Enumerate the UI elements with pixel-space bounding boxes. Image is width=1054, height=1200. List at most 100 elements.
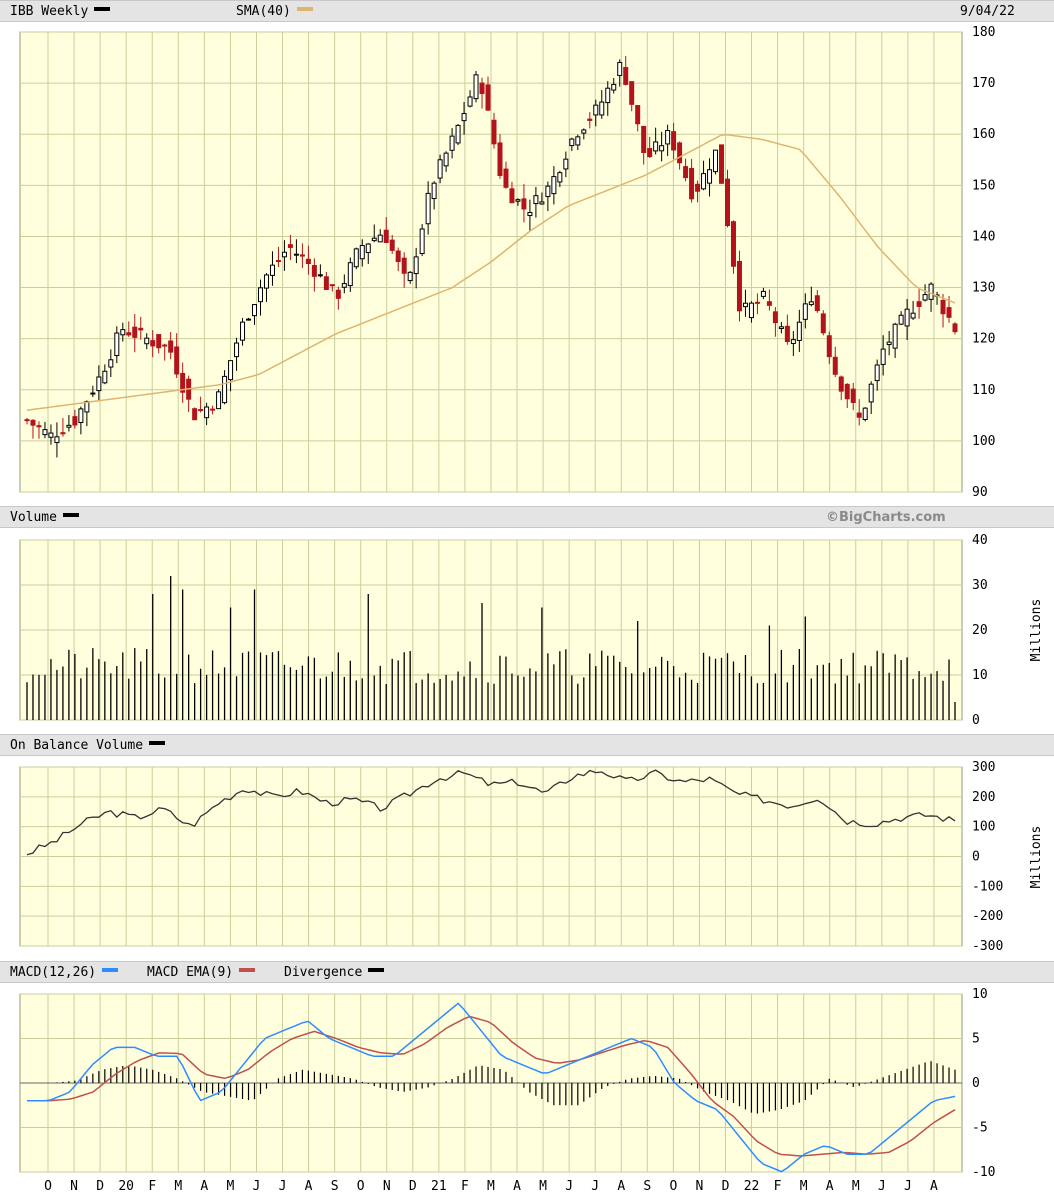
candle-body: [713, 149, 719, 173]
candle-body: [443, 152, 449, 167]
candle-body: [581, 129, 587, 134]
candle-body: [623, 67, 629, 85]
candle-body: [60, 432, 66, 435]
price-ytick-label: 150: [972, 178, 995, 193]
x-tick-label: D: [409, 1179, 417, 1194]
candle-body: [449, 135, 455, 151]
x-tick-label: J: [279, 1179, 287, 1194]
candle-body: [491, 119, 497, 145]
candle-body: [377, 234, 383, 243]
candle-body: [886, 341, 892, 346]
x-tick-label: J: [904, 1179, 912, 1194]
x-tick-label: N: [696, 1179, 704, 1194]
candle-body: [533, 195, 539, 205]
candle-body: [66, 424, 72, 428]
volume-ytick-label: 10: [972, 668, 988, 683]
candle-body: [778, 326, 784, 329]
candle-body: [347, 262, 353, 287]
x-tick-label: A: [617, 1179, 625, 1194]
x-tick-label: A: [930, 1179, 938, 1194]
obv-ytick-label: -200: [972, 909, 1003, 924]
chart-date: 9/04/22: [960, 4, 1015, 19]
obv-panel: -300 -200 -100 0 100 200 300 Millions: [19, 760, 1044, 954]
x-tick-label: D: [722, 1179, 730, 1194]
x-tick-label: 21: [431, 1179, 447, 1194]
candle-body: [132, 326, 138, 338]
candle-body: [904, 308, 910, 327]
candle-body: [479, 82, 485, 95]
obv-ytick-label: 100: [972, 820, 995, 835]
candle-body: [790, 339, 796, 344]
obv-axis-label: Millions: [1029, 826, 1044, 889]
candle-body: [503, 168, 509, 188]
candle-body: [742, 302, 748, 308]
candle-body: [293, 253, 299, 256]
macd-ytick-label: -5: [972, 1121, 988, 1136]
x-tick-label: A: [305, 1179, 313, 1194]
candle-body: [353, 248, 359, 268]
candle-body: [246, 318, 252, 321]
candle-body: [557, 172, 563, 183]
candle-body: [563, 158, 569, 170]
x-tick-label: M: [800, 1179, 808, 1194]
volume-ytick-label: 40: [972, 533, 988, 548]
candle-body: [946, 307, 952, 318]
symbol-label: IBB Weekly: [10, 4, 111, 19]
candle-body: [736, 260, 742, 312]
x-tick-label: J: [253, 1179, 261, 1194]
candle-body: [90, 392, 96, 395]
candle-body: [54, 436, 60, 444]
candle-body: [844, 383, 850, 400]
candle-body: [665, 130, 671, 145]
candle-body: [252, 304, 258, 317]
candle-body: [275, 259, 281, 262]
candle-body: [539, 201, 545, 205]
candle-body: [269, 264, 275, 276]
x-tick-label: F: [461, 1179, 469, 1194]
obv-ytick-label: 0: [972, 850, 980, 865]
candle-body: [802, 303, 808, 320]
macd-legend: MACD(12,26): [10, 965, 119, 980]
candle-body: [485, 84, 491, 111]
candle-body: [838, 376, 844, 392]
candle-body: [150, 340, 156, 347]
x-tick-label: F: [774, 1179, 782, 1194]
candle-body: [222, 375, 228, 404]
candle-body: [754, 301, 760, 304]
candle-body: [204, 406, 210, 419]
candle-body: [383, 229, 389, 243]
candle-body: [814, 295, 820, 312]
candle-body: [653, 141, 659, 152]
candle-body: [689, 167, 695, 200]
candle-body: [341, 283, 347, 288]
x-tick-label: O: [44, 1179, 52, 1194]
candle-body: [593, 104, 599, 116]
candle-body: [42, 429, 48, 436]
candle-body: [467, 96, 473, 107]
candle-body: [862, 407, 868, 421]
candle-body: [192, 408, 198, 421]
candle-body: [629, 81, 635, 105]
candle-body: [617, 62, 623, 76]
volume-ytick-label: 0: [972, 713, 980, 728]
candle-body: [359, 245, 365, 260]
x-tick-label: S: [331, 1179, 339, 1194]
obv-line: [26, 769, 956, 856]
candle-body: [730, 221, 736, 267]
candle-body: [437, 159, 443, 179]
candle-body: [892, 323, 898, 349]
macd-ytick-label: 10: [972, 987, 988, 1002]
candle-body: [371, 237, 377, 242]
candle-body: [659, 145, 665, 152]
candle-body: [820, 313, 826, 334]
candle-body: [234, 342, 240, 358]
candle-body: [240, 321, 246, 341]
candle-body: [545, 185, 551, 198]
candle-body: [719, 144, 725, 184]
candle-body: [144, 337, 150, 345]
candle-body: [928, 283, 934, 300]
price-ytick-label: 90: [972, 485, 988, 500]
candle-body: [910, 312, 916, 319]
candle-body: [228, 360, 234, 381]
candle-body: [701, 173, 707, 190]
